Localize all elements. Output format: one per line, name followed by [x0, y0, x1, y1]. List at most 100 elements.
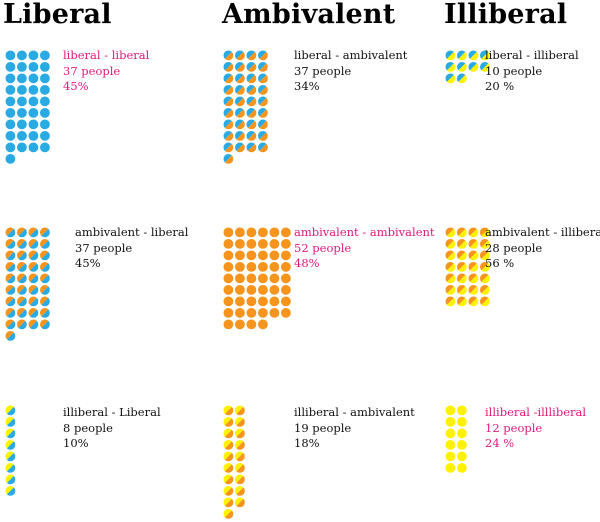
- person-dot: [445, 451, 456, 462]
- person-dot: [5, 142, 16, 153]
- person-dot: [468, 62, 479, 72]
- person-dot: [17, 227, 27, 238]
- person-dot: [246, 319, 257, 330]
- person-dot: [457, 417, 467, 427]
- person-dot: [269, 273, 280, 284]
- person-dot: [28, 142, 39, 153]
- person-dot: [28, 239, 39, 249]
- person-dot: [235, 239, 245, 249]
- person-dot: [5, 250, 16, 261]
- label-ambivalent-illiberal: ambivalent - illiberal 28 people 56 %: [485, 225, 600, 272]
- person-dot: [445, 62, 456, 72]
- person-dot: [480, 250, 490, 261]
- person-dot: [28, 96, 39, 107]
- person-dot: [235, 50, 245, 61]
- person-dot: [40, 108, 50, 118]
- person-dot: [17, 262, 27, 272]
- person-dot: [445, 273, 456, 284]
- person-dot: [223, 119, 234, 130]
- person-dot: [246, 85, 257, 95]
- person-dot: [17, 119, 27, 130]
- person-dot: [28, 285, 39, 295]
- person-dot: [258, 96, 268, 107]
- person-dot: [246, 108, 257, 118]
- person-dot: [5, 85, 16, 95]
- person-dot: [269, 262, 280, 272]
- cell-count: 10 people: [485, 63, 543, 78]
- person-dot: [28, 296, 39, 307]
- person-dot: [17, 50, 27, 61]
- person-dot: [281, 296, 291, 307]
- cell-count: 52 people: [294, 240, 352, 255]
- person-dot: [468, 285, 479, 295]
- person-dot: [223, 440, 234, 450]
- person-dot: [235, 96, 245, 107]
- person-dot: [235, 405, 245, 416]
- person-dot: [40, 85, 50, 95]
- person-dot: [17, 239, 27, 249]
- dot-grid-illiberal-ambivalent: [223, 405, 245, 519]
- dot-grid-ambivalent-liberal: [5, 227, 50, 341]
- person-dot: [5, 262, 16, 272]
- person-dot: [17, 62, 27, 72]
- person-dot: [28, 73, 39, 84]
- person-dot: [235, 440, 245, 450]
- person-dot: [5, 451, 16, 462]
- person-dot: [223, 273, 234, 284]
- person-dot: [445, 417, 456, 427]
- person-dot: [457, 250, 467, 261]
- label-liberal-ambivalent: liberal - ambivalent 37 people 34%: [294, 48, 419, 95]
- person-dot: [246, 62, 257, 72]
- person-dot: [223, 509, 234, 519]
- person-dot: [5, 62, 16, 72]
- person-dot: [28, 108, 39, 118]
- person-dot: [246, 73, 257, 84]
- person-dot: [5, 463, 16, 473]
- person-dot: [235, 227, 245, 238]
- person-dot: [28, 262, 39, 272]
- person-dot: [457, 440, 467, 450]
- cell-count: 37 people: [75, 240, 133, 255]
- person-dot: [246, 308, 257, 318]
- person-dot: [235, 73, 245, 84]
- person-dot: [40, 119, 50, 130]
- person-dot: [40, 319, 50, 330]
- person-dot: [40, 308, 50, 318]
- person-dot: [468, 227, 479, 238]
- person-dot: [468, 50, 479, 61]
- person-dot: [28, 273, 39, 284]
- person-dot: [5, 227, 16, 238]
- person-dot: [40, 96, 50, 107]
- person-dot: [246, 119, 257, 130]
- cell-title: liberal - ambivalent: [294, 48, 408, 62]
- person-dot: [223, 451, 234, 462]
- person-dot: [5, 417, 16, 427]
- person-dot: [235, 250, 245, 261]
- person-dot: [246, 96, 257, 107]
- person-dot: [5, 474, 16, 485]
- person-dot: [5, 131, 16, 141]
- person-dot: [5, 428, 16, 439]
- person-dot: [269, 227, 280, 238]
- person-dot: [40, 50, 50, 61]
- person-dot: [223, 428, 234, 439]
- column-header-illiberal: Illiberal: [444, 0, 568, 30]
- person-dot: [223, 154, 234, 164]
- person-dot: [445, 405, 456, 416]
- person-dot: [223, 319, 234, 330]
- person-dot: [445, 285, 456, 295]
- person-dot: [5, 108, 16, 118]
- person-dot: [223, 417, 234, 427]
- cell-count: 12 people: [485, 420, 543, 435]
- cell-percent: 45%: [63, 79, 89, 93]
- person-dot: [223, 73, 234, 84]
- cell-title: illiberal - ambivalent: [294, 405, 415, 419]
- person-dot: [223, 227, 234, 238]
- cell-title: ambivalent - ambivalent: [294, 225, 435, 239]
- cell-title: illiberal -illliberal: [485, 405, 587, 419]
- person-dot: [40, 73, 50, 84]
- person-dot: [281, 285, 291, 295]
- person-dot: [258, 119, 268, 130]
- cell-title: ambivalent - liberal: [75, 225, 189, 239]
- cell-title: ambivalent - illiberal: [485, 225, 600, 239]
